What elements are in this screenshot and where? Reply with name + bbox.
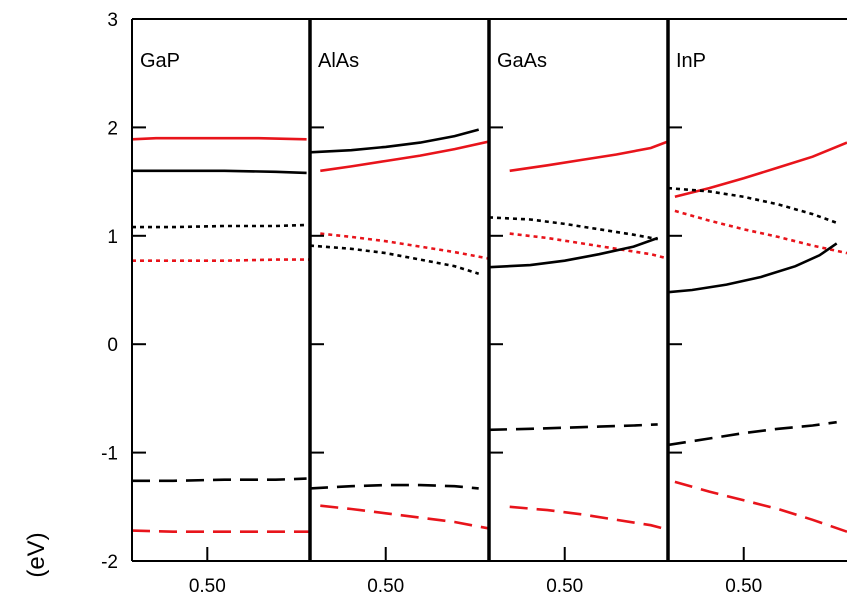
black-dotted-series-line	[310, 244, 480, 275]
y-tick-label: 3	[107, 10, 118, 31]
panel-inp: 0.50 InP	[666, 18, 847, 597]
black-dashed-series-line	[668, 420, 837, 447]
black-dashed-series-line	[310, 483, 479, 490]
black-solid-series-line	[668, 242, 838, 294]
y-axis: 3 2 1 0 -1 -2	[101, 10, 118, 573]
red-dashed-series-line	[320, 504, 489, 530]
x-tick-label: 0.50	[367, 576, 404, 597]
red-solid-series-line	[320, 140, 489, 173]
red-solid-series-line	[132, 136, 307, 141]
red-dotted-series-line	[674, 209, 847, 255]
black-solid-series-line	[489, 236, 659, 269]
x-tick-label: 0.50	[546, 576, 583, 597]
black-dashed-series-line	[132, 477, 307, 483]
red-dashed-series-line	[674, 480, 847, 533]
black-solid-series-line	[132, 169, 307, 175]
y-axis-label: (eV)	[23, 532, 50, 577]
red-dashed-series-line	[509, 505, 668, 531]
y-tick-label: 1	[107, 227, 118, 248]
panel-label: GaP	[140, 50, 180, 72]
y-tick-label: 2	[107, 118, 118, 139]
panel-gap: 0.50 GaP	[131, 18, 310, 597]
chart-panels: 0.50 GaP 0.50 AlAs 0.50 GaAs 0.50 InP	[131, 18, 847, 597]
panel-gaas: 0.50 GaAs	[487, 18, 668, 597]
panel-label: GaAs	[497, 50, 547, 72]
panel-label: InP	[676, 50, 706, 72]
black-dotted-series-line	[489, 216, 658, 241]
y-tick-label: 0	[107, 335, 118, 356]
x-tick-label: 0.50	[189, 576, 226, 597]
x-tick-label: 0.50	[725, 576, 762, 597]
red-dashed-series-line	[132, 529, 310, 534]
red-solid-series-line	[674, 141, 847, 199]
black-solid-series-line	[310, 128, 480, 154]
red-dotted-series-line	[509, 232, 668, 260]
panel-alas: 0.50 AlAs	[308, 18, 489, 597]
y-tick-label: -2	[101, 552, 118, 573]
red-dotted-series-line	[132, 258, 310, 263]
black-dotted-series-line	[132, 223, 307, 229]
red-solid-series-line	[509, 140, 668, 173]
red-dotted-series-line	[320, 232, 489, 260]
black-dotted-series-line	[668, 186, 838, 225]
y-tick-label: -1	[101, 444, 118, 465]
panel-label: AlAs	[318, 50, 359, 72]
black-dashed-series-line	[489, 423, 658, 432]
